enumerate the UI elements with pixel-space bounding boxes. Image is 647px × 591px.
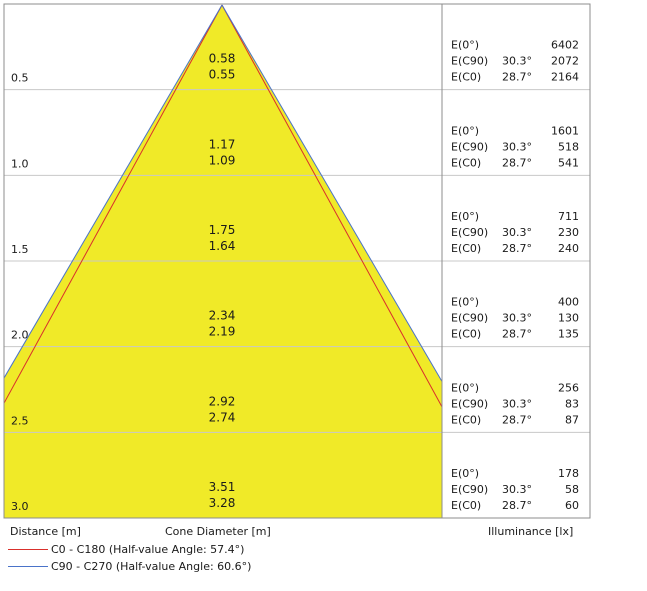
ec0-value-3.0: 60: [565, 499, 579, 512]
ec90-label-2.5: E(C90): [451, 397, 488, 410]
distance-axis-label: Distance [m]: [10, 525, 81, 538]
cone-diameter-c90-1.5: 1.75: [209, 223, 236, 237]
legend-entry-c90-c270: C90 - C270 (Half-value Angle: 60.6°): [8, 560, 251, 573]
ec0-angle-2.5: 28.7°: [502, 413, 532, 426]
ec0-angle-0.5: 28.7°: [502, 71, 532, 84]
ec90-label-1.0: E(C90): [451, 140, 488, 153]
e0-value-0.5: 6402: [551, 39, 579, 52]
ec0-value-0.5: 2164: [551, 71, 579, 84]
ec0-value-1.5: 240: [558, 242, 579, 255]
distance-label-1.5: 1.5: [11, 243, 29, 256]
ec90-value-1.0: 518: [558, 140, 579, 153]
ec90-angle-1.0: 30.3°: [502, 140, 532, 153]
c0-c180-cone-edge-right: [221, 4, 443, 408]
cone-diameter-c90-0.5: 0.58: [209, 52, 236, 66]
e0-label-1.0: E(0°): [451, 124, 479, 137]
c0-c180-cone-edge-left: [3, 4, 223, 404]
e0-label-2.5: E(0°): [451, 381, 479, 394]
distance-gridlines: [4, 89, 590, 433]
c90-c270-cone-edge-right: [221, 4, 443, 382]
cone-diameter-c90-1.0: 1.17: [209, 137, 236, 151]
distance-label-0.5: 0.5: [11, 72, 29, 85]
ec0-label-0.5: E(C0): [451, 71, 481, 84]
cone-diameter-c0-1.5: 1.64: [209, 239, 236, 253]
distance-label-2.0: 2.0: [11, 329, 29, 342]
cone-diameter-c0-3.0: 3.28: [209, 496, 236, 510]
distance-label-1.0: 1.0: [11, 157, 29, 170]
cone-diameter-c0-2.0: 2.19: [209, 325, 236, 339]
e0-label-3.0: E(0°): [451, 467, 479, 480]
legend-swatch-c90-c270: [8, 566, 48, 567]
ec90-angle-2.0: 30.3°: [502, 312, 532, 325]
cone-diameter-c0-2.5: 2.74: [209, 410, 236, 424]
ec90-value-1.5: 230: [558, 226, 579, 239]
cone-diagram: 0.5 0.58 0.55 E(0°) 6402 E(C90) 30.3° 2072 E(C0)…: [3, 3, 591, 519]
ec90-value-2.5: 83: [565, 397, 579, 410]
ec90-value-3.0: 58: [565, 483, 579, 496]
ec90-label-3.0: E(C90): [451, 483, 488, 496]
ec0-label-3.0: E(C0): [451, 499, 481, 512]
ec0-label-1.5: E(C0): [451, 242, 481, 255]
ec0-label-2.5: E(C0): [451, 413, 481, 426]
e0-value-1.5: 711: [558, 210, 579, 223]
ec0-value-1.0: 541: [558, 156, 579, 169]
e0-value-3.0: 178: [558, 467, 579, 480]
distance-label-3.0: 3.0: [11, 500, 29, 513]
legend-label-c0-c180: C0 - C180 (Half-value Angle: 57.4°): [51, 543, 245, 556]
ec0-label-2.0: E(C0): [451, 328, 481, 341]
ec0-value-2.0: 135: [558, 328, 579, 341]
ec0-label-1.0: E(C0): [451, 156, 481, 169]
ec0-angle-3.0: 28.7°: [502, 499, 532, 512]
e0-value-1.0: 1601: [551, 124, 579, 137]
legend-swatch-c0-c180: [8, 549, 48, 550]
ec0-angle-1.0: 28.7°: [502, 156, 532, 169]
ec90-angle-3.0: 30.3°: [502, 483, 532, 496]
illuminance-axis-label: Illuminance [lx]: [488, 525, 574, 538]
cone-diameter-c90-2.0: 2.34: [209, 309, 236, 323]
row-labels: 0.5 0.58 0.55 E(0°) 6402 E(C90) 30.3° 2072 E(C0)…: [11, 39, 579, 513]
ec90-label-0.5: E(C90): [451, 55, 488, 68]
legend-entry-c0-c180: C0 - C180 (Half-value Angle: 57.4°): [8, 543, 244, 556]
e0-value-2.5: 256: [558, 381, 579, 394]
ec90-value-2.0: 130: [558, 312, 579, 325]
e0-label-1.5: E(0°): [451, 210, 479, 223]
diagram-frame: [3, 3, 591, 519]
cone-diameter-c90-2.5: 2.92: [209, 394, 236, 408]
ec90-angle-2.5: 30.3°: [502, 397, 532, 410]
cone-diameter-c90-3.0: 3.51: [209, 480, 236, 494]
ec90-angle-0.5: 30.3°: [502, 55, 532, 68]
ec90-label-1.5: E(C90): [451, 226, 488, 239]
distance-label-2.5: 2.5: [11, 414, 29, 427]
ec0-angle-1.5: 28.7°: [502, 242, 532, 255]
ec90-label-2.0: E(C90): [451, 312, 488, 325]
e0-label-2.0: E(0°): [451, 296, 479, 309]
ec0-value-2.5: 87: [565, 413, 579, 426]
cone-diameter-c0-0.5: 0.55: [209, 68, 236, 82]
cone-diameter-c0-1.0: 1.09: [209, 153, 236, 167]
ec90-angle-1.5: 30.3°: [502, 226, 532, 239]
c90-c270-cone-edge-left: [3, 4, 223, 379]
e0-value-2.0: 400: [558, 296, 579, 309]
e0-label-0.5: E(0°): [451, 39, 479, 52]
ec0-angle-2.0: 28.7°: [502, 328, 532, 341]
legend-label-c90-c270: C90 - C270 (Half-value Angle: 60.6°): [51, 560, 252, 573]
ec90-value-0.5: 2072: [551, 55, 579, 68]
cone-diameter-axis-label: Cone Diameter [m]: [165, 525, 271, 538]
